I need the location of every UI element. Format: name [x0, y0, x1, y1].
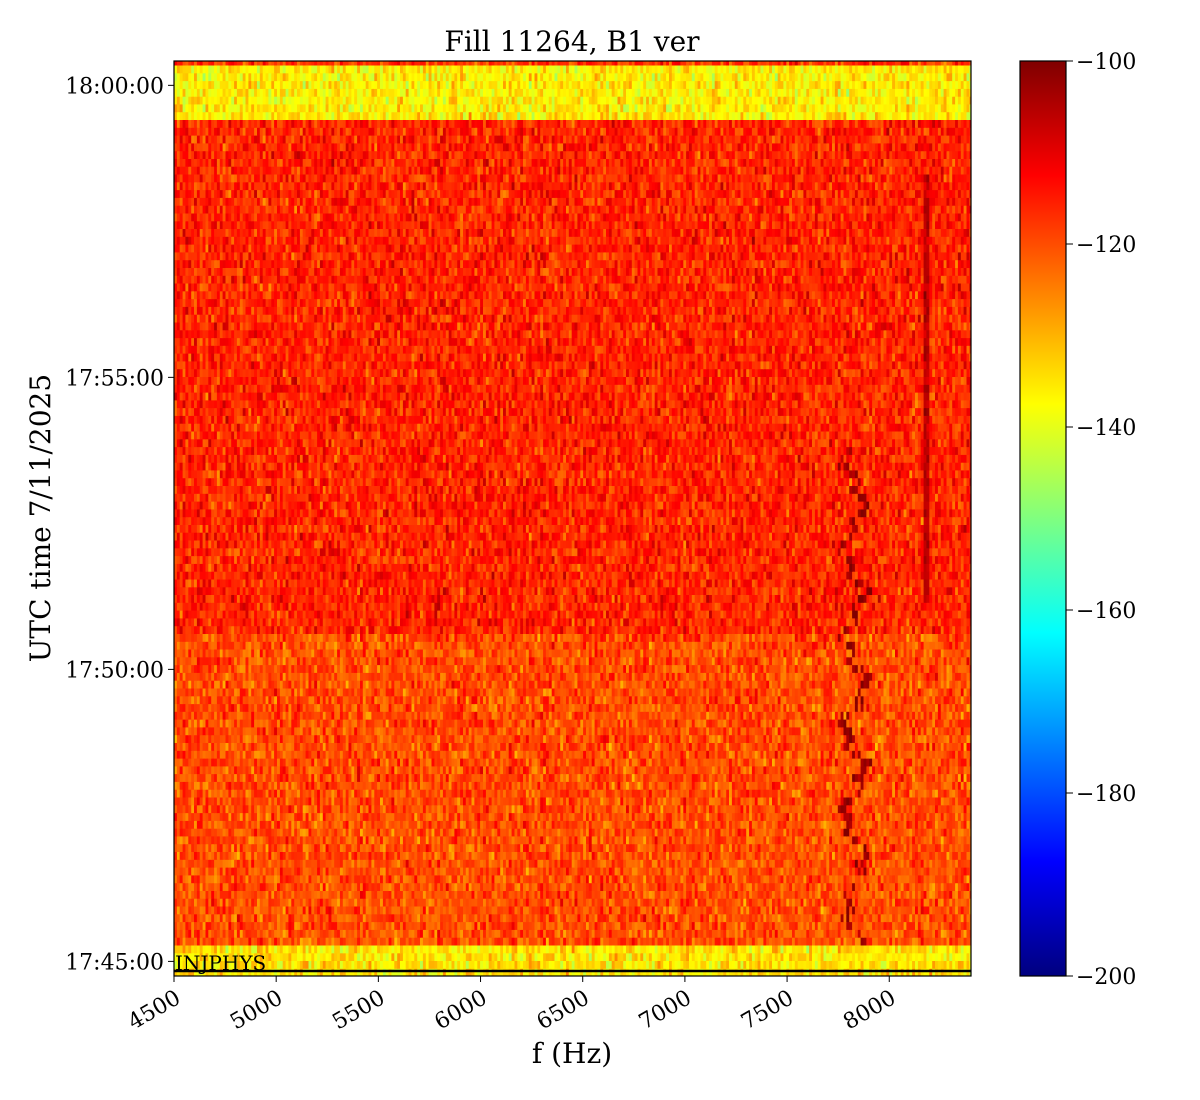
- chart-title: Fill 11264, B1 ver: [444, 25, 700, 58]
- heatmap-cells: [174, 57, 973, 977]
